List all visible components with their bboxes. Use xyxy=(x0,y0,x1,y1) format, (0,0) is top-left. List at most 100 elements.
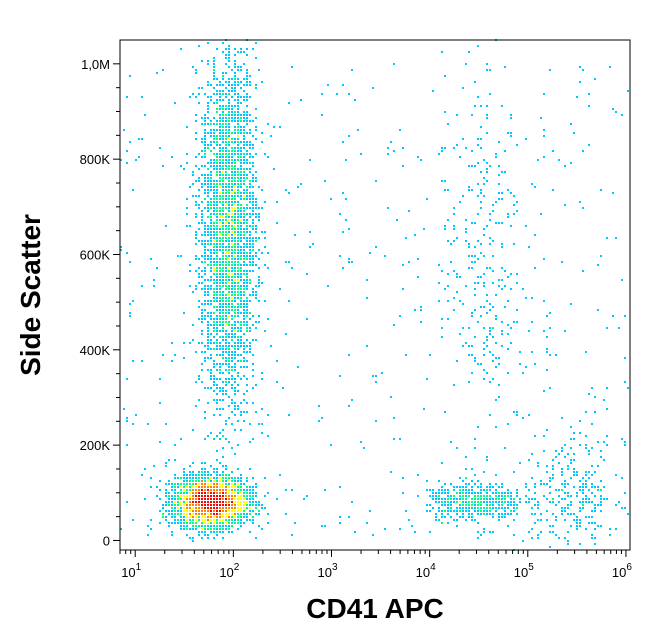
event-point xyxy=(210,174,212,176)
event-point xyxy=(204,480,206,482)
event-point xyxy=(177,522,179,524)
event-point xyxy=(219,228,221,230)
event-point xyxy=(237,69,239,71)
event-point xyxy=(477,138,479,140)
event-point xyxy=(231,282,233,284)
event-point xyxy=(201,486,203,488)
event-point xyxy=(162,354,164,356)
event-point xyxy=(447,522,449,524)
event-point xyxy=(240,87,242,89)
event-point xyxy=(213,291,215,293)
event-point xyxy=(234,219,236,221)
event-point xyxy=(486,507,488,509)
event-point xyxy=(597,525,599,527)
event-point xyxy=(168,492,170,494)
event-point xyxy=(195,156,197,158)
event-point xyxy=(225,384,227,386)
event-point xyxy=(522,288,524,290)
event-point xyxy=(219,192,221,194)
event-point xyxy=(249,162,251,164)
event-point xyxy=(222,222,224,224)
event-point xyxy=(609,534,611,536)
event-point xyxy=(285,513,287,515)
event-point xyxy=(186,198,188,200)
event-point xyxy=(471,315,473,317)
event-point xyxy=(153,279,155,281)
event-point xyxy=(225,162,227,164)
event-point xyxy=(534,498,536,500)
event-point xyxy=(240,219,242,221)
event-point xyxy=(201,528,203,530)
event-point xyxy=(255,327,257,329)
event-point xyxy=(477,531,479,533)
event-point xyxy=(252,201,254,203)
x-tick-exponent: 2 xyxy=(234,562,240,573)
event-point xyxy=(507,372,509,374)
event-point xyxy=(240,51,242,53)
event-point xyxy=(255,117,257,119)
event-point xyxy=(405,237,407,239)
event-point xyxy=(240,525,242,527)
event-point xyxy=(222,306,224,308)
event-point xyxy=(234,243,236,245)
event-point xyxy=(219,246,221,248)
event-point xyxy=(234,213,236,215)
event-point xyxy=(408,261,410,263)
event-point xyxy=(210,525,212,527)
event-point xyxy=(174,501,176,503)
event-point xyxy=(204,492,206,494)
event-point xyxy=(234,495,236,497)
event-point xyxy=(246,114,248,116)
event-point xyxy=(441,510,443,512)
event-point xyxy=(201,165,203,167)
event-point xyxy=(219,336,221,338)
event-point xyxy=(252,225,254,227)
event-point xyxy=(450,495,452,497)
event-point xyxy=(456,237,458,239)
event-point xyxy=(222,336,224,338)
event-point xyxy=(465,456,467,458)
event-point xyxy=(135,414,137,416)
event-point xyxy=(582,489,584,491)
event-point xyxy=(486,132,488,134)
event-point xyxy=(207,303,209,305)
event-point xyxy=(219,264,221,266)
event-point xyxy=(522,540,524,542)
event-point xyxy=(579,543,581,545)
event-point xyxy=(246,162,248,164)
event-point xyxy=(513,213,515,215)
event-point xyxy=(237,315,239,317)
event-point xyxy=(504,510,506,512)
event-point xyxy=(534,513,536,515)
event-point xyxy=(489,330,491,332)
event-point xyxy=(237,246,239,248)
event-point xyxy=(258,321,260,323)
event-point xyxy=(486,345,488,347)
event-point xyxy=(495,153,497,155)
event-point xyxy=(501,330,503,332)
event-point xyxy=(213,282,215,284)
event-point xyxy=(507,216,509,218)
event-point xyxy=(225,198,227,200)
event-point xyxy=(225,393,227,395)
event-point xyxy=(246,120,248,122)
event-point xyxy=(444,510,446,512)
event-point xyxy=(237,264,239,266)
event-point xyxy=(198,471,200,473)
event-point xyxy=(219,135,221,137)
event-point xyxy=(243,324,245,326)
event-point xyxy=(252,147,254,149)
event-point xyxy=(456,360,458,362)
event-point xyxy=(195,165,197,167)
event-point xyxy=(219,126,221,128)
event-point xyxy=(225,264,227,266)
event-point xyxy=(243,483,245,485)
event-point xyxy=(195,405,197,407)
event-point xyxy=(231,183,233,185)
event-point xyxy=(549,546,551,548)
event-point xyxy=(252,477,254,479)
event-point xyxy=(570,447,572,449)
event-point xyxy=(267,318,269,320)
event-point xyxy=(576,525,578,527)
event-point xyxy=(237,228,239,230)
